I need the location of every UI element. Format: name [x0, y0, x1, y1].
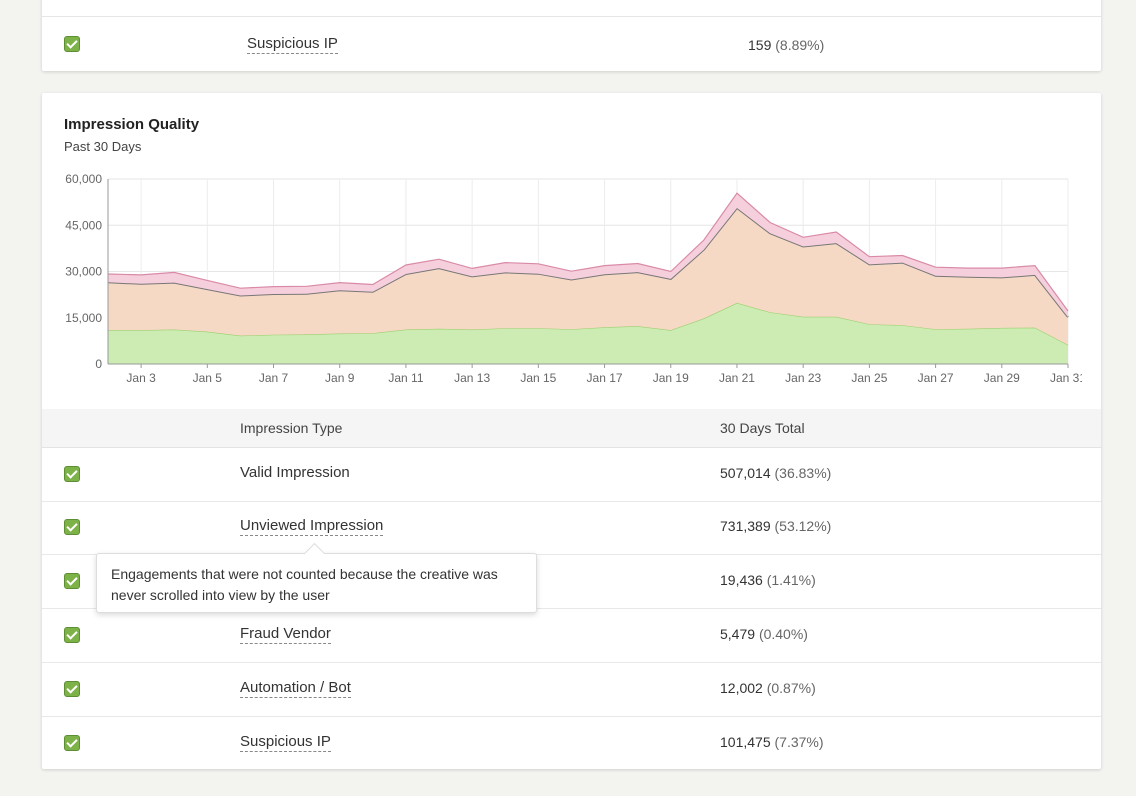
row-checkbox[interactable] [64, 573, 80, 589]
x-tick-label: Jan 19 [653, 371, 689, 385]
x-tick-label: Jan 11 [388, 371, 423, 385]
y-axis-labels: 0 15,000 30,000 45,000 60,000 [65, 173, 102, 371]
row-checkbox[interactable] [64, 735, 80, 751]
row-value: 507,014 (36.83%) [720, 465, 831, 481]
table-row: Unviewed Impression 731,389 (53.12%) [42, 501, 1101, 555]
x-axis-labels: Jan 3 Jan 5 Jan 7 Jan 9 Jan 11 Jan 13 Jan 15 Ja… [126, 371, 1082, 385]
value-number: 159 [748, 37, 772, 53]
y-tick-label: 15,000 [65, 311, 102, 325]
x-tick-label: Jan 25 [851, 371, 887, 385]
row-checkbox[interactable] [64, 466, 80, 482]
value-number: 507,014 [720, 465, 771, 481]
other-area [108, 193, 1068, 318]
row-value: 731,389 (53.12%) [720, 518, 831, 534]
value-number: 101,475 [720, 734, 771, 750]
row-label[interactable]: Unviewed Impression [240, 517, 384, 536]
value-percent: (0.87%) [766, 680, 816, 696]
row-label[interactable]: Suspicious IP [240, 733, 331, 752]
table-header: Impression Type 30 Days Total [42, 409, 1101, 448]
y-tick-label: 60,000 [65, 173, 102, 186]
x-tick-label: Jan 29 [984, 371, 1020, 385]
row-label: Valid Impression [240, 464, 350, 481]
value-percent: (0.40%) [758, 626, 808, 642]
value-percent: (36.83%) [774, 465, 832, 481]
top-summary-card: Suspicious IP 159 (8.89%) [42, 0, 1101, 71]
suspicious-ip-label[interactable]: Suspicious IP [247, 35, 338, 54]
row-value: 5,479 (0.40%) [720, 626, 808, 642]
row-checkbox[interactable] [64, 681, 80, 697]
col-impression-type: Impression Type [240, 420, 343, 436]
x-tick-label: Jan 5 [193, 371, 223, 385]
unviewed-impression-area [108, 208, 1068, 345]
x-tick-label: Jan 31 [1050, 371, 1082, 385]
value-percent: (1.41%) [766, 572, 816, 588]
unviewed-impression-tooltip: Engagements that were not counted becaus… [96, 542, 537, 613]
tooltip-text: Engagements that were not counted becaus… [111, 566, 498, 603]
x-tick-label: Jan 15 [520, 371, 556, 385]
table-row: Valid Impression 507,014 (36.83%) [42, 448, 1101, 502]
table-row: Automation / Bot 12,002 (0.87%) [42, 663, 1101, 717]
row-value: 12,002 (0.87%) [720, 680, 816, 696]
value-number: 5,479 [720, 626, 756, 642]
x-tick-label: Jan 23 [785, 371, 821, 385]
card-title: Impression Quality [64, 116, 200, 133]
valid-impression-area [108, 302, 1068, 364]
value-percent: (8.89%) [775, 37, 825, 53]
x-tick-label: Jan 9 [325, 371, 355, 385]
row-value: 101,475 (7.37%) [720, 734, 824, 750]
row-checkbox[interactable] [64, 627, 80, 643]
value-percent: (53.12%) [774, 518, 832, 534]
col-30-days-total: 30 Days Total [720, 420, 805, 436]
x-tick-label: Jan 7 [259, 371, 289, 385]
y-tick-label: 30,000 [65, 265, 102, 279]
table-row: 19,436 (1.41%) [42, 555, 1101, 609]
x-tick-label: Jan 13 [454, 371, 490, 385]
impression-quality-card: Impression Quality Past 30 Days 0 15,000 3… [42, 93, 1101, 769]
row-label[interactable]: Fraud Vendor [240, 625, 331, 644]
value-number: 731,389 [720, 518, 771, 534]
chart-axes [107, 179, 1069, 368]
suspicious-ip-checkbox[interactable] [64, 36, 80, 52]
other-line [107, 192, 1069, 312]
card-subtitle: Past 30 Days [64, 139, 142, 154]
value-number: 12,002 [720, 680, 763, 696]
value-percent: (7.37%) [774, 734, 824, 750]
table-row: Fraud Vendor 5,479 (0.40%) [42, 609, 1101, 663]
value-number: 19,436 [720, 572, 763, 588]
divider [42, 16, 1101, 17]
x-tick-label: Jan 21 [719, 371, 755, 385]
x-tick-label: Jan 27 [918, 371, 954, 385]
y-tick-label: 45,000 [65, 218, 102, 232]
chart-areas [107, 192, 1069, 364]
row-checkbox[interactable] [64, 519, 80, 535]
table-row: Suspicious IP 101,475 (7.37%) [42, 717, 1101, 770]
row-value: 19,436 (1.41%) [720, 572, 816, 588]
row-label[interactable]: Automation / Bot [240, 679, 351, 698]
suspicious-ip-value: 159 (8.89%) [748, 37, 824, 53]
x-tick-label: Jan 3 [126, 371, 156, 385]
x-tick-label: Jan 17 [587, 371, 623, 385]
y-tick-label: 0 [95, 357, 102, 371]
